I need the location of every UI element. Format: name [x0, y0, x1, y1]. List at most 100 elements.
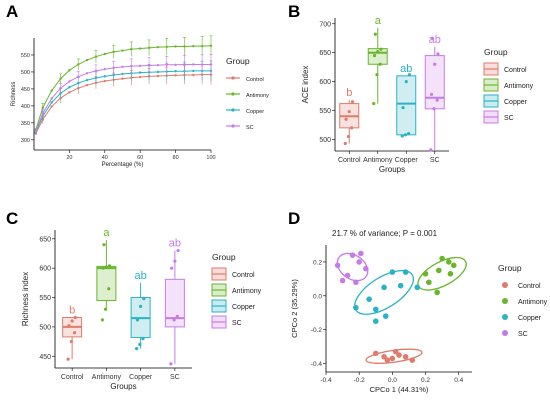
point-antimony	[130, 48, 133, 51]
point-sc	[192, 63, 195, 66]
point-copper	[68, 86, 71, 89]
y-tick-label: 500	[39, 324, 51, 331]
x-tick-label: Copper	[395, 157, 419, 164]
data-point-control	[72, 331, 77, 335]
data-point-sc	[349, 252, 356, 258]
panel-label-a: A	[6, 2, 19, 21]
point-sc	[34, 130, 37, 133]
data-point-copper	[403, 133, 408, 137]
data-point-copper	[404, 80, 408, 84]
data-point-copper	[139, 304, 143, 308]
x-axis-label: Groups	[110, 382, 136, 391]
point-copper	[94, 76, 98, 80]
y-tick-label: 550	[39, 295, 51, 302]
data-point-copper	[389, 269, 396, 275]
legend-key-copper	[502, 314, 508, 320]
point-copper	[192, 69, 195, 73]
point-sc	[209, 63, 213, 66]
data-point-control	[70, 319, 74, 323]
data-point-copper	[366, 296, 372, 302]
data-point-copper	[142, 297, 146, 301]
data-point-control	[73, 315, 77, 320]
data-point-sc	[175, 314, 179, 318]
point-antimony	[41, 106, 45, 109]
data-point-copper	[141, 337, 145, 341]
data-point-control	[372, 350, 379, 357]
y-axis-label: Richness	[11, 82, 17, 107]
significance-letter-sc: ab	[169, 238, 181, 250]
point-control	[139, 75, 142, 79]
point-antimony	[85, 58, 89, 62]
data-point-antimony	[426, 279, 432, 286]
legend-label-sc: SC	[518, 331, 528, 338]
data-point-antimony	[439, 255, 445, 262]
point-sc	[165, 63, 168, 67]
chart-d-pcoa-scatter: 21.7 % of variance; P = 0.001 -0.4 -0.2 0.0…	[290, 229, 548, 394]
data-point-copper	[372, 306, 379, 313]
data-point-control	[67, 324, 71, 328]
legend-label-control: Control	[246, 77, 264, 83]
y-tick-label: 0.0	[313, 293, 322, 300]
data-point-control	[66, 357, 70, 361]
point-copper	[156, 70, 160, 74]
data-point-control	[384, 357, 391, 363]
data-point-sc	[173, 259, 177, 263]
data-point-control	[69, 339, 73, 344]
point-antimony	[209, 44, 213, 48]
legend-label-sc: SC	[504, 115, 514, 122]
point-copper	[59, 92, 62, 95]
x-tick-label: 80	[173, 155, 179, 161]
x-tick-label: 20	[66, 155, 72, 161]
legend-label-copper: Copper	[246, 109, 264, 115]
data-point-copper	[353, 304, 359, 311]
data-point-antimony	[100, 318, 104, 322]
data-point-antimony	[104, 265, 108, 269]
y-tick-label: -0.4	[311, 361, 323, 368]
data-point-sc	[429, 148, 433, 152]
point-antimony	[139, 47, 142, 50]
legend-label-copper: Copper	[504, 99, 528, 106]
data-point-antimony	[107, 264, 112, 268]
data-point-sc	[432, 107, 436, 111]
panel-label-c: C	[6, 209, 19, 228]
data-point-antimony	[447, 270, 454, 277]
significance-letter-control: b	[346, 87, 352, 99]
legend-label-antimony: Antimony	[504, 83, 534, 90]
box-copper	[396, 75, 417, 136]
legend-key-antimony	[502, 298, 508, 304]
y-tick-label: 450	[39, 354, 51, 361]
legend-label-copper: Copper	[518, 315, 542, 322]
y-tick-label: 650	[319, 50, 331, 57]
data-point-antimony	[103, 307, 108, 311]
x-tick-label: SC	[430, 157, 440, 164]
data-point-sc	[430, 36, 434, 40]
x-tick-label: 0.4	[454, 377, 463, 384]
point-sc	[50, 97, 53, 100]
legend-label-antimony: Antimony	[246, 93, 269, 99]
point-antimony	[112, 50, 115, 54]
point-sc	[156, 63, 160, 67]
data-point-sc	[363, 265, 369, 272]
data-point-antimony	[372, 101, 376, 106]
legend-key-sc	[502, 330, 508, 336]
legend-key-control	[502, 282, 508, 288]
data-point-control	[389, 355, 396, 362]
x-axis-label: Groups	[379, 165, 405, 174]
significance-letter-antimony: a	[103, 227, 110, 239]
data-point-control	[409, 357, 416, 363]
point-control	[85, 83, 89, 87]
data-point-copper	[407, 73, 412, 77]
legend-key-dot-antimony	[231, 92, 235, 96]
y-axis-label: Richness index	[21, 272, 30, 326]
y-tick-label: 600	[39, 266, 51, 273]
data-point-antimony	[102, 243, 106, 247]
data-point-antimony	[445, 259, 452, 265]
point-control	[174, 74, 177, 77]
data-point-copper	[381, 284, 387, 291]
data-point-antimony	[436, 267, 442, 274]
data-point-antimony	[101, 266, 105, 270]
data-point-sc	[435, 98, 439, 102]
point-antimony	[174, 45, 177, 48]
y-tick-label: 450	[21, 87, 30, 93]
legend-label-sc: SC	[232, 320, 242, 327]
